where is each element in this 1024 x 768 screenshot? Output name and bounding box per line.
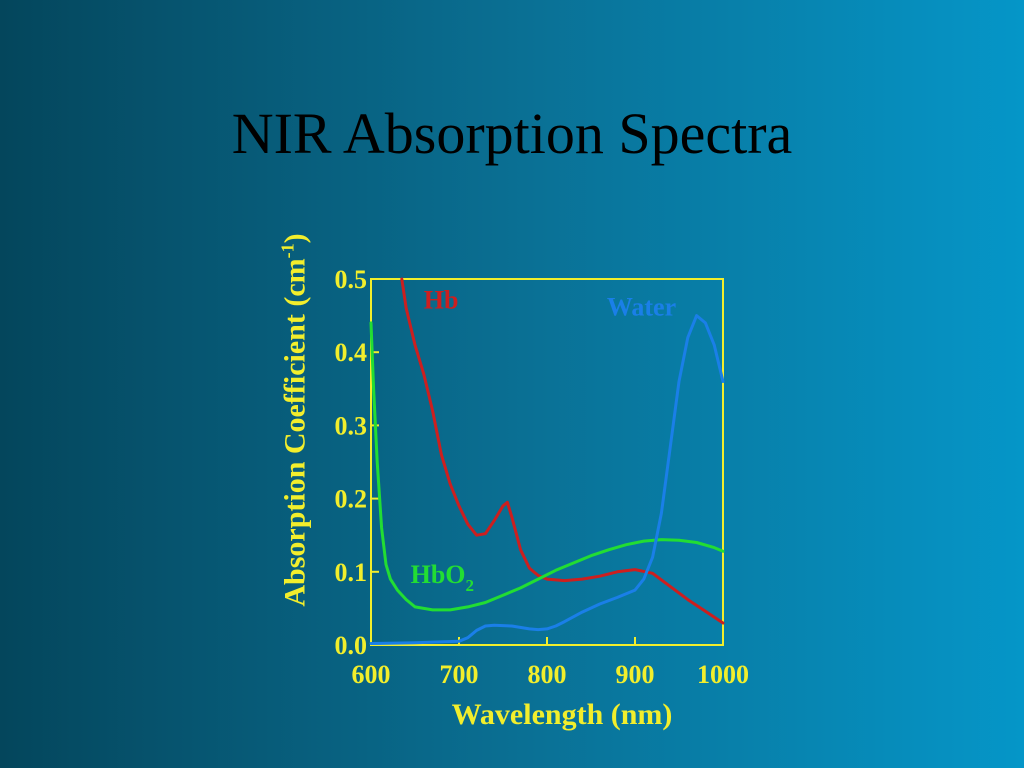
plot-frame (370, 278, 724, 646)
series-label-main: HbO (411, 560, 466, 589)
y-tick-label: 0.5 (335, 265, 368, 294)
series-line-water (369, 314, 725, 645)
series-label-subscript: 2 (466, 576, 475, 595)
series-label-water: Water (607, 293, 676, 322)
x-tick-label: 1000 (697, 660, 749, 689)
series-label-hb: Hb (424, 285, 459, 314)
y-tick-label: 0.3 (335, 411, 368, 440)
y-tick-label: 0.1 (335, 558, 368, 587)
series-line-hb (400, 277, 725, 625)
series-label-hbo2: HbO2 (411, 560, 474, 595)
x-tick-label: 700 (440, 660, 479, 689)
y-tick-label: 0.2 (335, 485, 368, 514)
y-tick-label: 0.4 (335, 338, 368, 367)
x-tick-label: 600 (352, 660, 391, 689)
x-tick-label: 900 (616, 660, 655, 689)
page-title: NIR Absorption Spectra (231, 101, 793, 166)
x-tick-label: 800 (528, 660, 567, 689)
x-axis-label: Wavelength (nm) (451, 698, 673, 731)
y-tick-label: 0.0 (335, 631, 368, 660)
